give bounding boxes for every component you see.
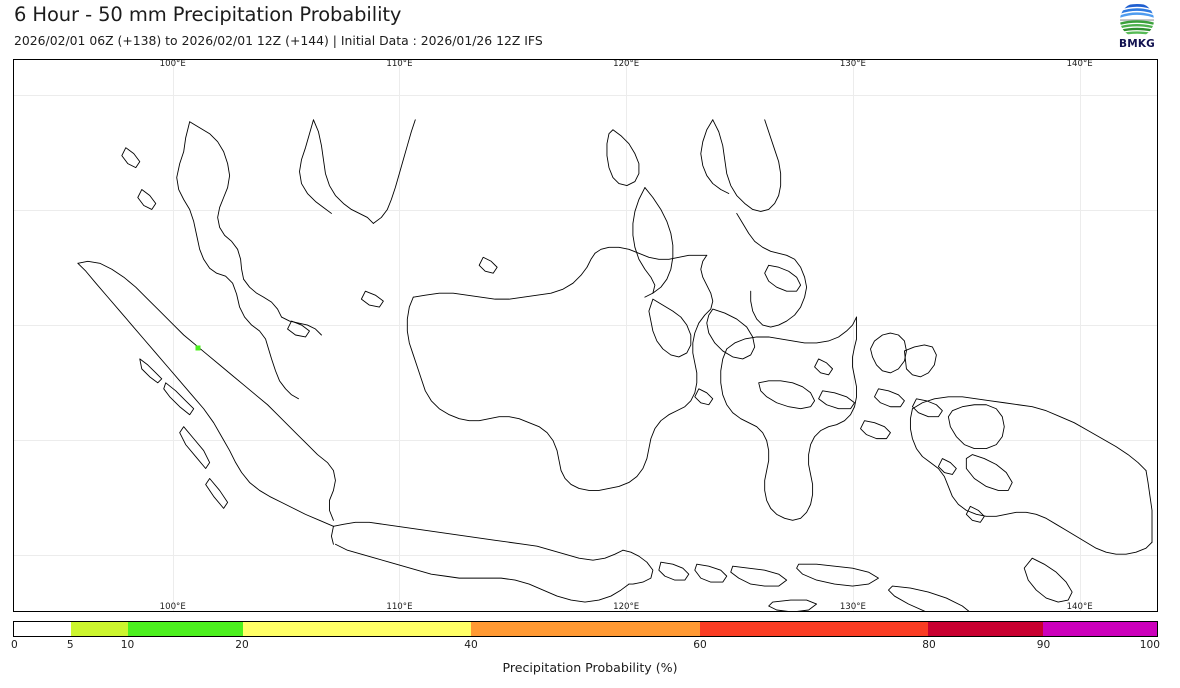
- latitude-gridline: [14, 94, 1157, 96]
- precipitation-cell: [195, 345, 201, 351]
- colorbar-tick: 90: [1036, 639, 1051, 651]
- colorbar-segment: [471, 622, 700, 636]
- longitude-label-bottom: 140°E: [1066, 602, 1093, 612]
- longitude-gridline: [1079, 60, 1081, 611]
- colorbar-segment: [242, 622, 472, 636]
- colorbar-tick: 5: [66, 639, 74, 651]
- bmkg-logo-text: BMKG: [1118, 38, 1155, 50]
- longitude-label-top: 110°E: [386, 59, 413, 69]
- coastline-layer: [77, 119, 1153, 611]
- colorbar-tick: 20: [235, 639, 249, 651]
- colorbar-tick: 60: [693, 639, 707, 651]
- longitude-label-bottom: 130°E: [839, 602, 866, 612]
- colorbar-tick: 0: [11, 639, 18, 651]
- longitude-label-bottom: 120°E: [613, 602, 640, 612]
- latitude-gridline: [14, 324, 1157, 326]
- longitude-gridline: [399, 60, 401, 611]
- longitude-label-top: 140°E: [1066, 59, 1093, 69]
- latitude-gridline: [14, 209, 1157, 211]
- colorbar-segment: [1042, 622, 1157, 636]
- colorbar-tick: 40: [464, 639, 478, 651]
- latitude-gridline: [14, 555, 1157, 557]
- colorbar-segment: [699, 622, 929, 636]
- colorbar-tick: 10: [120, 639, 135, 651]
- longitude-gridline: [626, 60, 628, 611]
- longitude-label-top: 130°E: [839, 59, 866, 69]
- colorbar-tick: 80: [922, 639, 936, 651]
- longitude-gridline: [852, 60, 854, 611]
- header: 6 Hour - 50 mm Precipitation Probability…: [0, 0, 1180, 56]
- colorbar-tick: 100: [1139, 639, 1160, 651]
- colorbar-segment: [128, 622, 243, 636]
- page-subtitle: 2026/02/01 06Z (+138) to 2026/02/01 12Z …: [14, 33, 543, 48]
- bmkg-logo-mark: [1120, 3, 1154, 37]
- map-panel[interactable]: 10°N10°N5°N5°N0°0°5°S5°S10°S10°S100°E100…: [13, 59, 1158, 612]
- colorbar-axis-label: Precipitation Probability (%): [502, 660, 678, 675]
- page-title: 6 Hour - 50 mm Precipitation Probability: [14, 3, 402, 26]
- longitude-label-bottom: 110°E: [386, 602, 413, 612]
- longitude-label-top: 120°E: [613, 59, 640, 69]
- colorbar-segment: [928, 622, 1043, 636]
- longitude-gridline: [172, 60, 174, 611]
- colorbar-segment: [14, 622, 72, 636]
- colorbar-segment: [71, 622, 129, 636]
- longitude-label-bottom: 100°E: [159, 602, 186, 612]
- bmkg-logo: BMKG: [1100, 2, 1174, 52]
- longitude-label-top: 100°E: [159, 59, 186, 69]
- colorbar[interactable]: [13, 621, 1158, 637]
- colorbar-tick-labels: 0 5 10 20 40 60 80 90 100: [11, 639, 1160, 653]
- latitude-gridline: [14, 440, 1157, 442]
